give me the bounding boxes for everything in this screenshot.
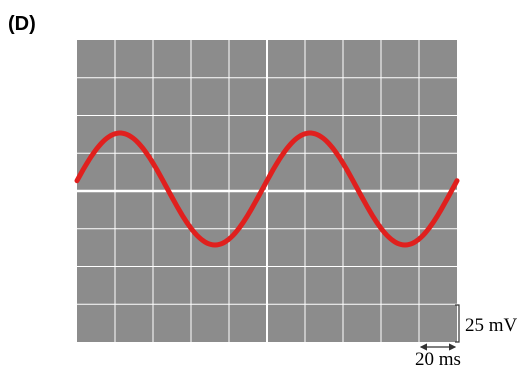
grid <box>77 40 457 342</box>
panel-label: (D) <box>8 13 36 35</box>
signal-trace <box>74 130 460 248</box>
horizontal-scale-label: 20 ms <box>415 349 461 370</box>
vertical-scale-label: 25 mV <box>465 315 518 336</box>
vertical-scale-bracket <box>455 304 460 343</box>
